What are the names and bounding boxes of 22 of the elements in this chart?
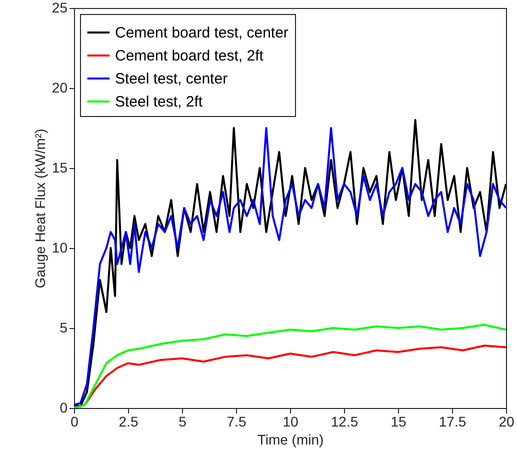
x-tick-label: 10 [282,414,298,430]
y-tick-label: 20 [52,80,68,96]
x-axis-title: Time (min) [257,432,324,448]
legend-label: Cement board test, 2ft [115,48,264,64]
x-tick-label: 0 [70,414,79,430]
x-tick-label: 7.5 [226,414,246,430]
y-axis-title: Gauge Heat Flux (kW/m²) [32,128,48,288]
x-tick-label: 17.5 [438,414,466,430]
y-tick-label: 10 [52,240,68,256]
legend-label: Cement board test, center [115,24,288,42]
y-tick-label: 25 [52,0,68,16]
y-tick-label: 5 [60,320,68,336]
x-tick-label: 5 [178,414,187,430]
y-tick-label: 15 [52,160,68,176]
legend-label: Steel test, center [115,70,228,88]
line-series [74,324,506,408]
legend-label: Steel test, 2ft [115,94,204,110]
x-tick-label: 20 [498,414,514,430]
y-tick-label: 0 [60,400,68,416]
x-tick-label: 2.5 [118,414,138,430]
x-tick-label: 12.5 [330,414,358,430]
x-tick-label: 15 [390,414,406,430]
